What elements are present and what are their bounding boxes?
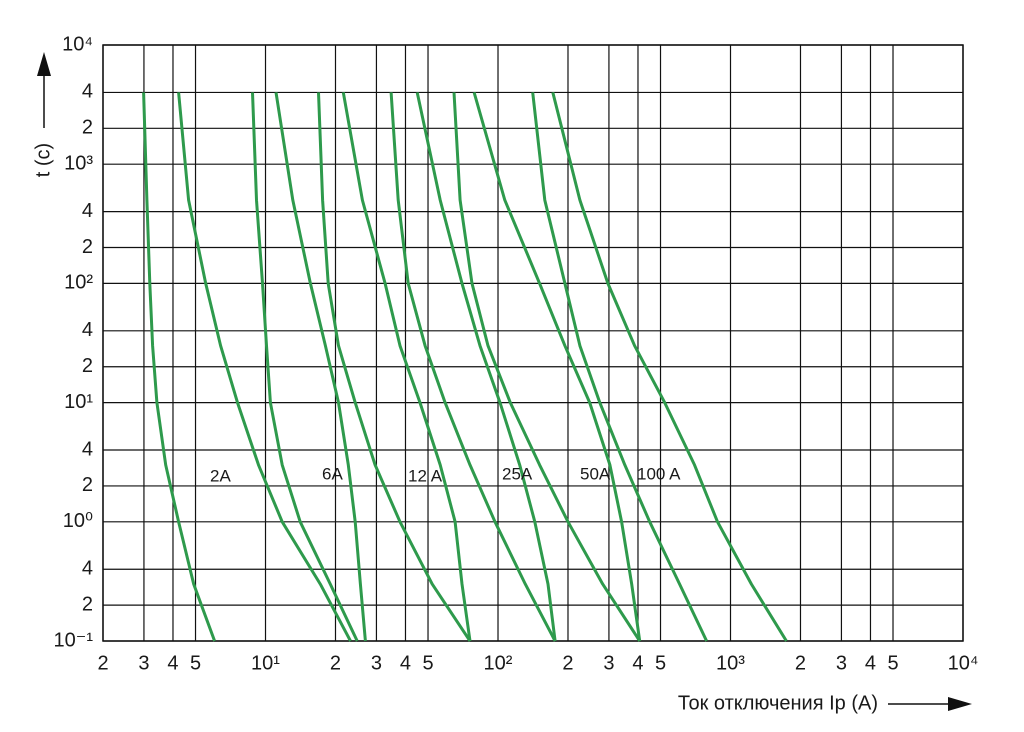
curve (251, 92, 359, 642)
y-tick-label: 4 (82, 438, 93, 460)
x-tick-label: 3 (603, 652, 614, 674)
x-tick-label: 10² (484, 652, 513, 674)
x-tick-label: 2 (562, 652, 573, 674)
curve (317, 92, 472, 642)
curve-label: 50A (580, 464, 611, 483)
curve (472, 91, 642, 642)
x-tick-label: 3 (836, 652, 847, 674)
curve-label: 25A (502, 464, 533, 483)
x-tick-label: 10³ (716, 652, 745, 674)
y-tick-label: 2 (82, 117, 93, 139)
y-tick-label: 10⁻¹ (54, 629, 94, 651)
y-axis-title: t (c) (32, 143, 54, 177)
x-tick-label: 3 (138, 652, 149, 674)
y-tick-label: 10¹ (64, 391, 93, 413)
y-tick-label: 10² (64, 272, 93, 294)
curve (531, 92, 708, 642)
x-tick-label: 2 (795, 652, 806, 674)
x-tick-label: 3 (371, 652, 382, 674)
y-tick-label: 4 (82, 319, 93, 341)
x-tick-label: 2 (330, 652, 341, 674)
y-tick-label: 4 (82, 81, 93, 103)
y-tick-label: 2 (82, 355, 93, 377)
curve (341, 92, 472, 642)
curve-label: 6A (322, 464, 343, 483)
x-tick-label: 5 (887, 652, 898, 674)
x-axis-arrow-head (948, 697, 972, 711)
curve (142, 92, 217, 642)
curve (551, 92, 788, 642)
y-tick-label: 2 (82, 593, 93, 615)
x-tick-label: 2 (97, 652, 108, 674)
curve (177, 92, 352, 642)
plot-frame (102, 44, 964, 642)
y-tick-label: 2 (82, 474, 93, 496)
y-tick-label: 4 (82, 558, 93, 580)
curve (452, 92, 641, 642)
curve-label: 100 A (637, 464, 681, 483)
x-tick-label: 4 (167, 652, 178, 674)
y-tick-label: 10⁴ (62, 33, 93, 55)
x-tick-label: 4 (400, 652, 411, 674)
curve (415, 92, 557, 642)
x-tick-label: 5 (655, 652, 666, 674)
curve-label: 12 A (408, 466, 443, 485)
x-tick-label: 10¹ (251, 652, 280, 674)
y-tick-label: 2 (82, 236, 93, 258)
x-tick-label: 4 (865, 652, 876, 674)
x-tick-label: 5 (190, 652, 201, 674)
x-tick-label: 10⁴ (948, 652, 979, 674)
y-axis-arrow-head (37, 52, 51, 76)
x-tick-label: 5 (422, 652, 433, 674)
y-tick-label: 10⁰ (63, 510, 93, 532)
curve (389, 92, 557, 642)
curve-label: 2A (210, 466, 231, 485)
x-tick-label: 4 (632, 652, 643, 674)
y-tick-label: 10³ (64, 152, 93, 174)
curve (274, 92, 367, 642)
x-axis-title: Ток отключения Ip (A) (678, 692, 878, 714)
y-tick-label: 4 (82, 200, 93, 222)
